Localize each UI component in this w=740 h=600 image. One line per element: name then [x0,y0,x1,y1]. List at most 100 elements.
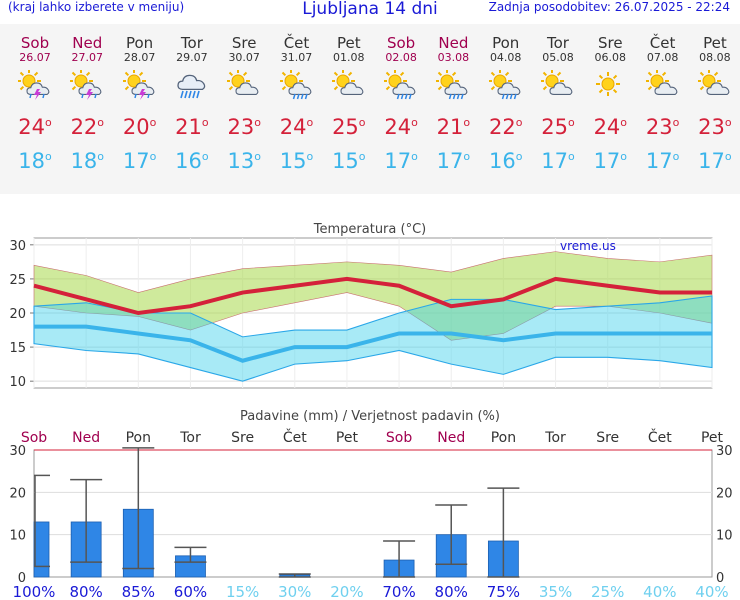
location-hint[interactable]: (kraj lahko izberete v meniju) [8,0,185,14]
day-column: Ned 27.07 22o 18o [61,24,113,172]
day-name: Tor [180,34,203,52]
max-temp: 24o [279,115,314,139]
day-column: Sob 02.08 24o 17o [375,24,427,172]
precipitation-day-label: Sob [386,430,412,446]
precipitation-probability-label: 70% [382,583,415,600]
day-date: 01.08 [333,51,365,64]
day-date: 08.08 [699,51,731,64]
max-temp: 24o [18,115,52,139]
day-column: Pon 28.07 20o 17o [114,24,166,172]
max-temp: 25o [541,115,575,139]
day-date: 31.07 [280,51,313,64]
max-temp: 22o [70,115,105,139]
cloud-rain-icon [175,70,209,100]
max-temp: 23o [698,115,732,139]
precipitation-probability-label: 85% [122,583,155,600]
precipitation-probability-label: 60% [174,583,207,600]
sun-cloud-rain-icon [278,69,314,100]
max-temp: 25o [332,115,366,139]
precipitation-day-label: Sre [596,430,619,446]
precipitation-bar [435,534,467,578]
day-name: Sre [598,34,623,52]
max-temp: 23o [227,115,261,139]
max-temp-line [33,276,712,316]
day-column: Čet 07.08 23o 17o [637,24,689,172]
min-temp: 18o [70,149,105,173]
day-name: Čet [283,34,310,52]
min-temp: 17o [645,149,680,173]
precipitation-day-label: Čet [283,428,307,446]
watermark: vreme.us [560,239,616,253]
precipitation-y-tick-label-right: 30 [716,444,733,459]
precipitation-probability-label: 35% [539,583,572,600]
header: (kraj lahko izberete v meniju) Ljubljana… [0,0,740,20]
precipitation-day-label: Ned [72,430,100,446]
day-name: Sre [231,34,257,52]
min-temp: 17o [593,149,628,173]
precipitation-y-tick-label-left: 20 [9,486,26,501]
page-title: Ljubljana 14 dni [302,0,438,19]
precipitation-y-tick-label-left: 30 [9,444,26,459]
precipitation-y-tick-label-left: 10 [9,529,26,544]
charts: Temperatura (°C) 10 15 20 25 30 vreme.us Padavi… [9,222,733,600]
min-temp: 15o [279,149,314,173]
precipitation-bar [33,521,50,578]
sun-icon [593,70,627,100]
precipitation-day-label: Tor [544,430,566,446]
day-date: 28.07 [123,51,156,64]
precipitation-day-label: Sob [21,430,47,446]
min-temp: 17o [436,149,471,173]
day-column: Pon 04.08 22o 16o [480,24,532,172]
precipitation-day-label: Pet [336,430,359,446]
day-date: 02.08 [385,51,417,64]
day-name: Pon [125,34,154,52]
max-temp: 21o [436,115,471,139]
min-temp: 16o [488,149,523,173]
day-date: 05.08 [542,51,574,64]
max-temp: 24o [384,115,418,139]
sun-cloud-thunder-icon [17,69,52,100]
day-date: 27.07 [71,51,104,64]
precipitation-day-label: Sre [231,430,254,446]
day-name: Sob [20,34,50,52]
temperature-y-tick-label: 10 [9,375,26,390]
max-temp: 23o [645,115,680,139]
day-name: Ned [438,34,469,52]
precipitation-day-label: Pon [126,430,151,446]
min-temp: 17o [541,149,575,173]
day-date: 03.08 [437,51,470,64]
min-temp: 16o [175,149,209,173]
day-name: Tor [547,34,569,52]
sun-cloud-rain-icon [487,69,523,100]
day-name: Čet [649,34,676,52]
precipitation-y-tick-label-right: 10 [716,529,733,544]
day-name: Ned [72,34,103,52]
sun-cloud-icon [644,69,680,100]
temperature-y-tick-label: 25 [9,273,26,288]
precipitation-probability-label: 80% [435,583,468,600]
day-name: Pon [492,34,520,52]
precipitation-day-label: Čet [648,428,672,446]
sun-cloud-icon [540,69,575,100]
precipitation-y-tick-label-left: 0 [18,571,26,586]
daily-forecast: Sob 26.07 24o 18o Ned 27.07 22o 18o Pon 28.07 2… [0,24,740,194]
sun-cloud-rain-icon [383,69,418,100]
sun-cloud-icon [330,69,366,100]
precipitation-probability-label: 15% [226,583,259,600]
precipitation-probability-label: 80% [69,583,102,600]
day-date: 29.07 [176,51,208,64]
day-column: Čet 31.07 24o 15o [271,24,323,172]
day-name: Pet [336,34,361,52]
day-date: 30.07 [228,51,260,64]
last-updated: Zadnja posodobitev: 26.07.2025 - 22:24 [488,0,730,14]
temperature-chart-title: Temperatura (°C) [313,222,426,237]
day-name: Sob [386,34,416,52]
day-date: 26.07 [19,51,51,64]
precipitation-probability-label: 40% [695,583,728,600]
min-temp: 13o [227,149,261,173]
precipitation-probability-label: 100% [13,583,56,600]
day-date: 04.08 [489,51,522,64]
day-date: 06.08 [594,51,627,64]
precipitation-probability-label: 30% [278,583,311,600]
precipitation-day-label: Pon [491,430,516,446]
